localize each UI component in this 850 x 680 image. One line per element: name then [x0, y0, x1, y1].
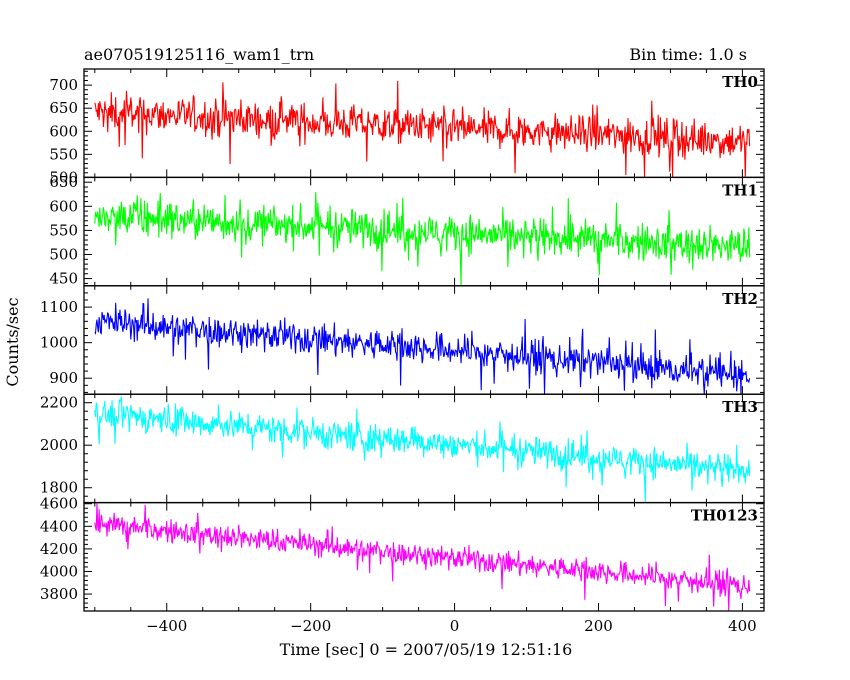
y-tick-label-th0123: 4000: [40, 562, 78, 580]
panels-group: TH0 500 550 600 650 700 TH1 450 500 550 600 650 TH2 9…: [40, 68, 765, 635]
panel-frame-th1: [83, 176, 765, 287]
panel-label-th0: TH0: [722, 73, 758, 91]
x-tick-label: 400: [728, 617, 757, 635]
y-tick-label-th1: 650: [49, 173, 78, 191]
series-line-th2: [94, 298, 751, 395]
y-axis-label: Counts/sec: [3, 297, 22, 386]
y-tick-label-th0123: 4600: [40, 495, 78, 513]
y-tick-label-th1: 600: [49, 197, 78, 215]
x-axis-label: Time [sec] 0 = 2007/05/19 12:51:16: [280, 640, 573, 659]
y-tick-label-th2: 1100: [40, 298, 78, 316]
x-tick-label: 200: [584, 617, 613, 635]
series-line-th0: [94, 80, 751, 178]
y-tick-label-th1: 500: [49, 245, 78, 263]
y-tick-label-th1: 550: [49, 221, 78, 239]
y-tick-label-th0: 550: [49, 145, 78, 163]
y-tick-label-th0123: 3800: [40, 585, 78, 603]
y-tick-label-th0123: 4200: [40, 540, 78, 558]
y-tick-label-th2: 900: [49, 369, 78, 387]
y-tick-label-th1: 450: [49, 270, 78, 288]
y-tick-label-th0123: 4400: [40, 517, 78, 535]
panel-label-th1: TH1: [722, 181, 758, 199]
y-tick-label-th0: 700: [49, 76, 78, 94]
series-line-th3: [94, 396, 751, 503]
chart-title: ae070519125116_wam1_trn: [84, 45, 314, 64]
y-tick-label-th3: 2200: [40, 394, 78, 412]
y-tick-label-th0: 500: [49, 168, 78, 186]
panel-label-th0123: TH0123: [691, 507, 758, 525]
y-tick-label-th3: 2000: [40, 436, 78, 454]
x-tick-label: −200: [290, 617, 331, 635]
y-tick-label-th0: 600: [49, 122, 78, 140]
y-tick-label-th3: 1800: [40, 479, 78, 497]
x-tick-label: −400: [146, 617, 187, 635]
panel-frame-th0123: [83, 501, 765, 612]
x-tick-label: 0: [450, 617, 460, 635]
panel-label-th2: TH2: [722, 290, 758, 308]
series-line-th1: [94, 192, 751, 286]
y-tick-label-th2: 1000: [40, 334, 78, 352]
y-tick-label-th0: 650: [49, 99, 78, 117]
series-line-th0123: [94, 502, 751, 612]
bin-time-label: Bin time: 1.0 s: [629, 45, 747, 64]
panel-label-th3: TH3: [722, 398, 758, 416]
